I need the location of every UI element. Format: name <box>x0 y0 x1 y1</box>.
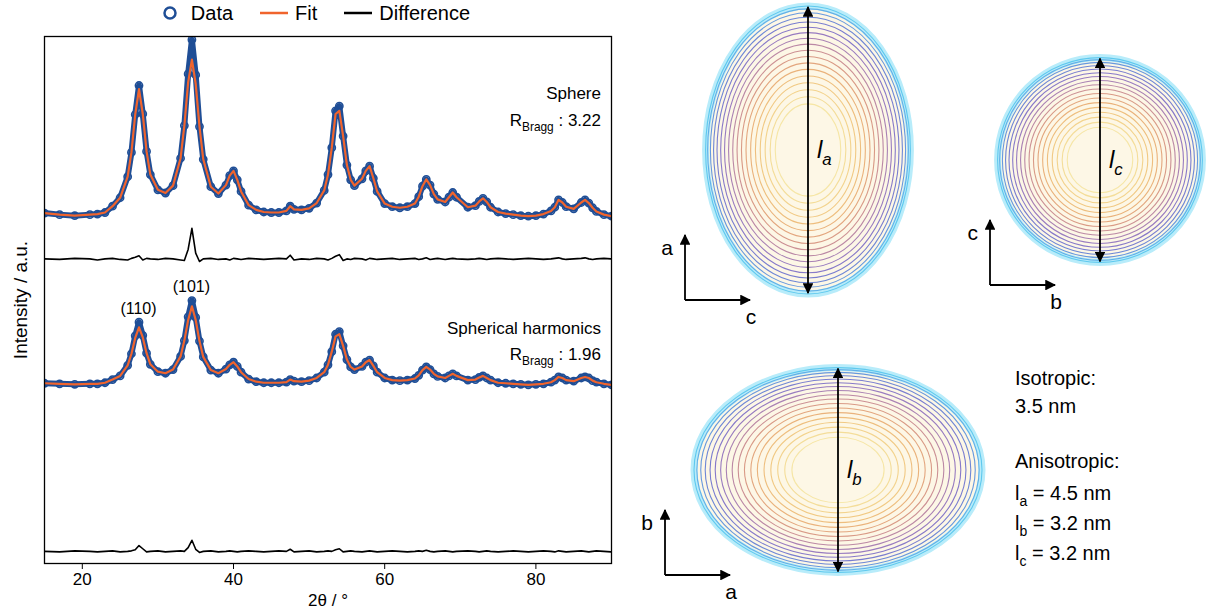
svg-text:lc: lc <box>1109 146 1123 179</box>
svg-text:la: la <box>817 136 832 169</box>
svg-text:Sphere: Sphere <box>546 84 601 103</box>
svg-text:RBragg : 3.22: RBragg : 3.22 <box>510 111 601 134</box>
svg-text:lb = 3.2 nm: lb = 3.2 nm <box>1015 512 1111 539</box>
html-text:Data: Data <box>190 1 234 24</box>
svg-text:2θ / °: 2θ / ° <box>308 591 348 610</box>
svg-text:RBragg : 1.96: RBragg : 1.96 <box>510 345 601 368</box>
svg-text:Anisotropic:: Anisotropic: <box>1015 450 1120 472</box>
svg-text:40: 40 <box>224 570 243 589</box>
svg-text:Spherical harmonics: Spherical harmonics <box>447 319 601 338</box>
html-text:Difference: Difference <box>379 1 471 24</box>
svg-text:a: a <box>661 236 673 259</box>
svg-text:lc = 3.2 nm: lc = 3.2 nm <box>1015 542 1110 569</box>
svg-text:c: c <box>746 305 757 328</box>
svg-text:la = 4.5 nm: la = 4.5 nm <box>1015 482 1111 509</box>
svg-text:Isotropic:: Isotropic: <box>1015 367 1096 389</box>
svg-text:b: b <box>1050 290 1062 313</box>
svg-text:3.5 nm: 3.5 nm <box>1015 395 1076 417</box>
svg-text:60: 60 <box>375 570 394 589</box>
svg-text:(101): (101) <box>173 278 210 295</box>
html-text:Fit: Fit <box>295 1 318 24</box>
svg-text:80: 80 <box>526 570 545 589</box>
svg-text:20: 20 <box>73 570 92 589</box>
svg-text:lb: lb <box>847 456 862 489</box>
svg-text:(110): (110) <box>120 300 156 317</box>
svg-text:a: a <box>725 580 737 603</box>
svg-text:b: b <box>641 511 653 534</box>
svg-text:Intensity / a.u.: Intensity / a.u. <box>10 241 31 359</box>
svg-text:c: c <box>968 221 979 244</box>
